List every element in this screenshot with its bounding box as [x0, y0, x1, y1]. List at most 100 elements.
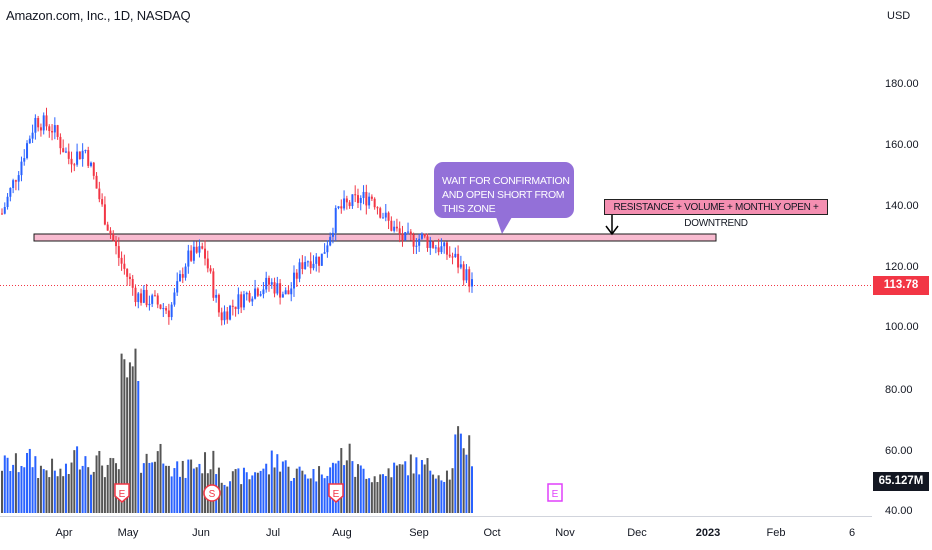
- volume-bar: [443, 481, 446, 513]
- volume-bar: [223, 484, 226, 513]
- volume-bar: [471, 466, 473, 513]
- volume-bar: [84, 456, 87, 513]
- candle-body: [429, 241, 432, 248]
- candle-body: [134, 287, 137, 303]
- volume-bar: [290, 480, 293, 513]
- volume-bar: [262, 468, 265, 513]
- volume-bar: [382, 474, 385, 513]
- candle-body: [404, 232, 407, 241]
- candle-body: [270, 282, 273, 285]
- volume-bar: [390, 477, 393, 513]
- volume-bar: [284, 460, 287, 513]
- volume-bar: [140, 472, 143, 513]
- volume-bar: [434, 478, 437, 513]
- candle-body: [190, 250, 193, 261]
- volume-bar: [256, 472, 259, 513]
- volume-bar: [176, 461, 179, 513]
- candle-body: [454, 253, 457, 257]
- volume-bar: [148, 462, 151, 513]
- candle-body: [81, 150, 84, 160]
- candle-body: [420, 233, 423, 239]
- candle-body: [115, 240, 118, 247]
- trade-callout: WAIT FOR CONFIRMATION AND OPEN SHORT FRO…: [434, 162, 574, 218]
- volume-bar: [429, 470, 432, 513]
- candle-body: [59, 136, 62, 149]
- volume-bar: [326, 475, 329, 513]
- volume-bar: [70, 462, 73, 513]
- volume-bar: [373, 476, 376, 513]
- volume-bar: [76, 446, 79, 513]
- candle-body: [379, 208, 382, 218]
- event-marker[interactable]: S: [203, 484, 221, 502]
- candle-body: [356, 195, 359, 203]
- volume-bar: [420, 459, 423, 513]
- volume-bar: [28, 448, 31, 513]
- candle-body: [251, 298, 254, 302]
- candle-body: [412, 234, 415, 247]
- candle-body: [382, 217, 385, 219]
- candle-body: [167, 310, 170, 318]
- candle-body: [343, 198, 346, 209]
- candle-body: [28, 138, 31, 144]
- volume-bar: [345, 460, 348, 513]
- volume-bar: [459, 433, 462, 513]
- volume-bar: [34, 456, 37, 513]
- candle-body: [390, 220, 393, 231]
- candle-body: [120, 257, 123, 264]
- volume-bar: [281, 461, 284, 513]
- candle-body: [409, 231, 412, 235]
- candle-body: [162, 308, 165, 310]
- volume-bar: [81, 465, 84, 513]
- candle-body: [295, 272, 298, 279]
- volume-bar: [309, 478, 312, 513]
- volume-bar: [220, 482, 223, 513]
- volume-bar: [134, 348, 137, 513]
- volume-bar: [137, 381, 140, 513]
- volume-bar: [92, 471, 95, 513]
- candle-body: [112, 234, 115, 241]
- volume-bar: [415, 457, 418, 513]
- volume-bar: [376, 482, 379, 513]
- candle-body: [95, 175, 98, 189]
- event-marker[interactable]: E: [547, 483, 563, 502]
- event-marker[interactable]: E: [328, 483, 344, 503]
- candle-body: [287, 290, 290, 295]
- candle-body: [176, 281, 179, 293]
- volume-bar: [437, 475, 440, 513]
- volume-bar: [170, 476, 173, 513]
- candle-body: [181, 274, 184, 278]
- volume-bar: [131, 366, 134, 513]
- candle-body: [187, 250, 190, 267]
- volume-bar: [306, 478, 309, 513]
- candle-body: [337, 206, 340, 209]
- candle-body: [45, 115, 48, 127]
- time-tick-label: Aug: [332, 527, 352, 539]
- volume-bar: [404, 461, 407, 513]
- candle-body: [140, 293, 143, 303]
- candle-body: [103, 204, 106, 225]
- volume-bar: [195, 467, 198, 513]
- candle-body: [131, 279, 134, 288]
- candle-body: [301, 262, 304, 270]
- candle-body: [231, 305, 234, 307]
- volume-bar: [251, 475, 254, 513]
- event-marker[interactable]: E: [114, 483, 130, 503]
- candle-body: [340, 206, 343, 209]
- candle-body: [217, 294, 220, 313]
- candle-body: [370, 196, 373, 199]
- candle-body: [151, 295, 154, 304]
- candle-body: [323, 252, 326, 254]
- candle-body: [334, 208, 337, 233]
- candle-body: [242, 294, 245, 308]
- candle-body: [359, 197, 362, 203]
- volume-bar: [270, 450, 273, 513]
- volume-bar: [201, 473, 204, 513]
- candle-body: [407, 231, 410, 233]
- candle-body: [226, 311, 229, 320]
- candle-body: [9, 187, 12, 197]
- volume-bar: [98, 450, 101, 513]
- candle-body: [351, 194, 354, 207]
- candle-body: [293, 272, 296, 289]
- volume-bar: [226, 486, 229, 513]
